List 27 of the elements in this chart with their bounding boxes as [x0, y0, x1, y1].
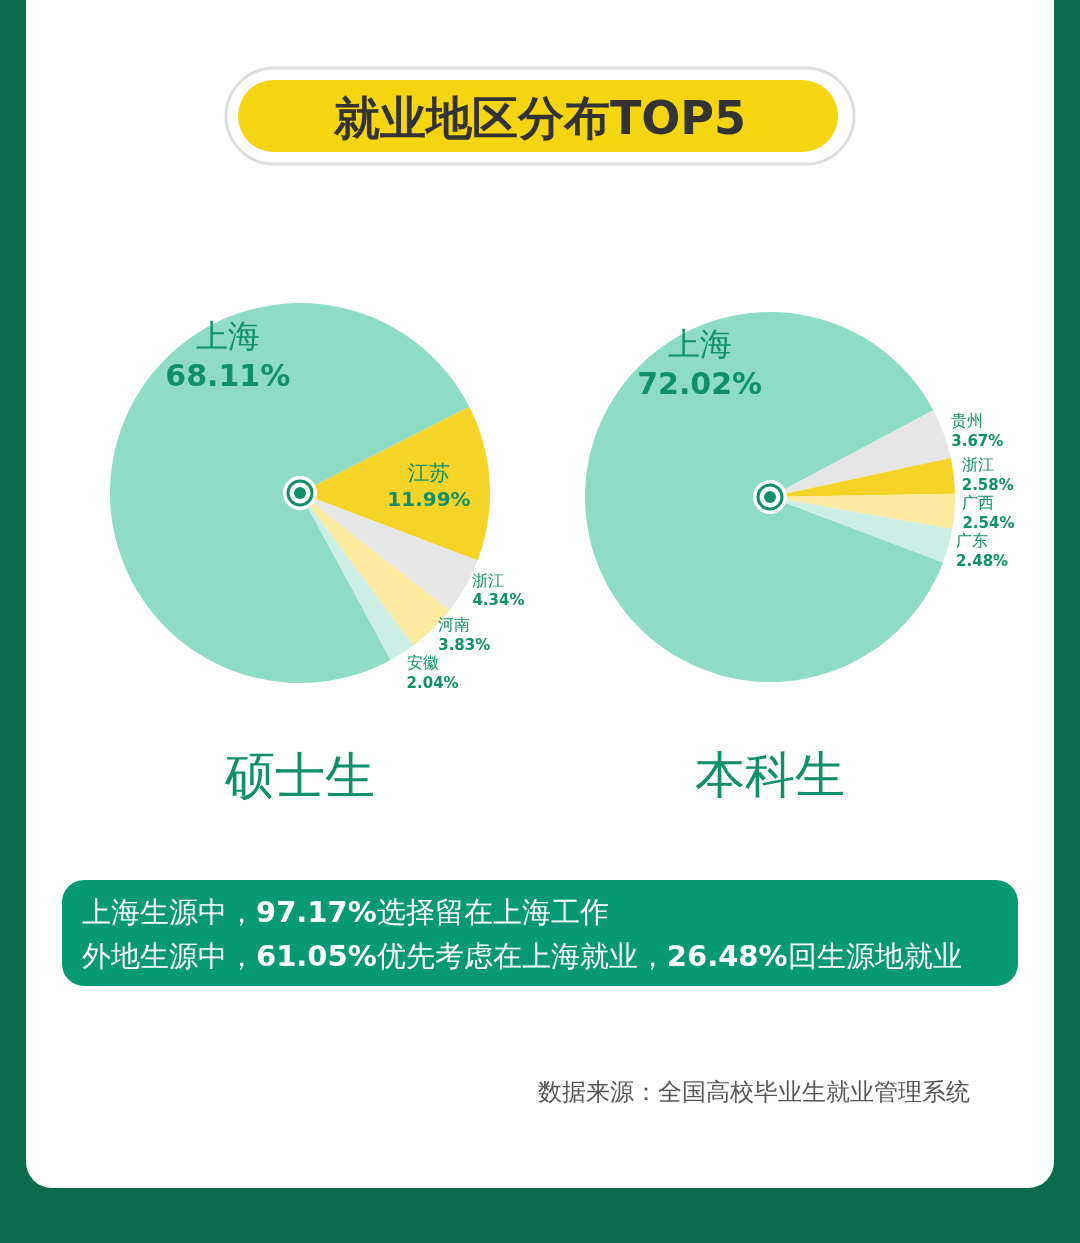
slice-label: 安徽: [406, 653, 439, 673]
text: 上海生源中，97.17%选择留在上海工作: [82, 895, 609, 929]
slice-label: 河南: [438, 615, 471, 635]
data-label: 2.54%: [962, 513, 1015, 532]
data-label: 4.34%: [472, 591, 525, 610]
pie-slice: [585, 312, 944, 682]
slice-label: 上海: [667, 325, 732, 362]
data-label: 72.02%: [637, 365, 763, 401]
data-label: 2.48%: [956, 551, 1009, 570]
data-label: 3.67%: [951, 431, 1004, 450]
slice-label: 广西: [962, 493, 995, 513]
slice-label: 浙江: [472, 570, 505, 590]
data-label: 11.99%: [387, 487, 471, 512]
data-label: 2.04%: [406, 673, 459, 692]
text: 本科生: [695, 746, 845, 804]
data-label: 68.11%: [165, 358, 291, 394]
slice-label: 贵州: [951, 411, 984, 431]
slice-label: 江苏: [408, 461, 451, 486]
slice-label: 上海: [195, 318, 260, 355]
source-note: 数据来源：全国高校毕业生就业管理系统: [538, 1078, 970, 1106]
text: 外地生源中，61.05%优先考虑在上海就业，26.48%回生源地就业: [82, 939, 962, 973]
text: 就业地区分布TOP5: [332, 91, 747, 145]
text: 硕士生: [224, 747, 375, 805]
slice-label: 广东: [956, 531, 989, 551]
slice-label: 浙江: [961, 455, 994, 475]
data-label: 2.58%: [961, 475, 1014, 494]
data-label: 3.83%: [438, 635, 491, 654]
